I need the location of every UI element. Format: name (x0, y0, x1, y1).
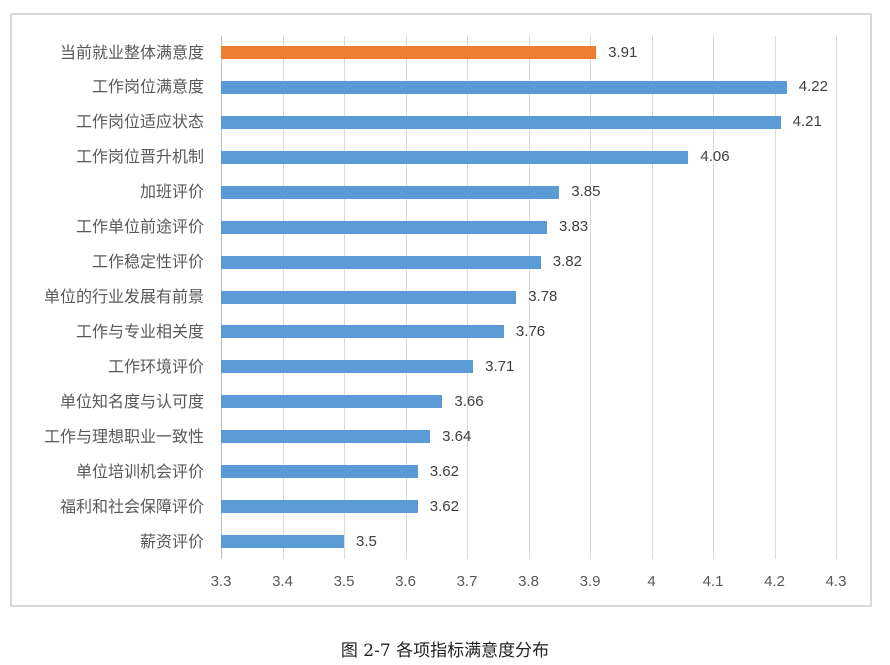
x-tick-label: 3.7 (456, 573, 478, 590)
category-label: 当前就业整体满意度 (59, 42, 204, 62)
category-label: 单位知名度与认可度 (59, 391, 204, 411)
bar (221, 115, 781, 129)
data-label: 3.64 (442, 427, 472, 445)
x-tick-label: 4 (647, 573, 656, 590)
data-label: 3.78 (528, 288, 558, 305)
category-label: 工作岗位满意度 (91, 77, 204, 97)
category-label: 工作单位前途评价 (75, 217, 204, 237)
bar (221, 325, 504, 339)
category-label: 工作稳定性评价 (91, 252, 204, 272)
x-tick-label: 3.9 (579, 573, 601, 590)
data-label: 3.85 (571, 183, 601, 201)
gridline (713, 36, 714, 559)
category-label: 单位的行业发展有前景 (43, 287, 204, 306)
bar (221, 535, 344, 549)
data-label: 3.91 (608, 43, 638, 61)
data-label: 4.06 (700, 148, 730, 166)
data-label: 3.62 (429, 497, 459, 515)
category-label: 工作岗位晋升机制 (75, 147, 204, 167)
figure-caption: 图 2-7 各项指标满意度分布 (340, 641, 550, 661)
data-label: 4.22 (798, 78, 828, 96)
data-label: 3.76 (515, 322, 546, 340)
data-label: 4.21 (792, 113, 822, 131)
x-tick-label: 3.6 (395, 573, 416, 590)
category-label: 加班评价 (139, 182, 204, 202)
category-label: 工作环境评价 (107, 356, 204, 376)
gridline (652, 36, 653, 559)
bar-highlight (221, 46, 597, 59)
bar (221, 220, 547, 234)
category-label: 福利和社会保障评价 (59, 496, 204, 516)
x-tick-label: 3.3 (210, 573, 232, 590)
data-label: 3.82 (552, 253, 582, 271)
bar (221, 255, 541, 269)
bar (221, 360, 474, 374)
bar (221, 185, 560, 199)
category-label: 工作与专业相关度 (75, 321, 204, 341)
x-tick-label: 3.4 (272, 573, 293, 590)
gridline (590, 36, 591, 559)
x-tick-label: 3.8 (518, 573, 539, 590)
x-tick-label: 4.1 (702, 573, 724, 590)
category-label: 单位培训机会评价 (75, 461, 204, 481)
data-label: 3.5 (356, 532, 377, 550)
bar (221, 465, 418, 479)
bar (221, 150, 689, 164)
category-label: 工作与理想职业一致性 (43, 426, 204, 446)
data-label: 3.62 (429, 462, 459, 480)
x-tick-label: 4.2 (764, 573, 785, 590)
category-label: 工作岗位适应状态 (75, 112, 204, 132)
bar (221, 500, 418, 514)
category-label: 薪资评价 (139, 531, 204, 551)
gridline (775, 36, 776, 559)
chart-frame (10, 13, 872, 607)
gridline (529, 36, 530, 559)
gridline (836, 36, 837, 559)
x-tick-label: 3.5 (333, 573, 355, 590)
data-label: 3.71 (485, 357, 515, 375)
data-label: 3.66 (454, 392, 484, 410)
bar (221, 80, 787, 94)
data-label: 3.83 (558, 218, 589, 236)
x-tick-label: 4.3 (825, 573, 847, 590)
bar (221, 395, 443, 409)
bar (221, 430, 431, 444)
bar (221, 290, 517, 304)
